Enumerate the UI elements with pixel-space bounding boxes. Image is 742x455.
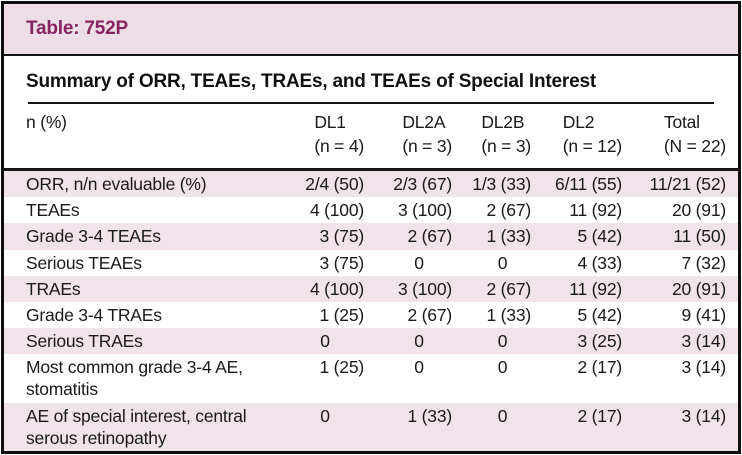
row-label-cell: TEAEs — [26, 200, 80, 221]
value-cell: 3 (100) — [397, 278, 452, 299]
value-cell: 0 — [497, 405, 508, 426]
value-cell: 20 (91) — [671, 200, 726, 221]
header-row: n (%) DL1 (n = 4) DL2A (n = 3) — [4, 104, 738, 171]
value-cell: 6/11 (55) — [555, 174, 622, 194]
value-cell: 5 (42) — [577, 304, 622, 325]
column-header-dl2: DL2 (n = 12) — [531, 104, 622, 171]
row-label-cell: AE of special interest, central serous r… — [26, 405, 247, 448]
cohort-n: (n = 3) — [402, 136, 452, 156]
value-cell: 5 (42) — [577, 226, 622, 247]
table-row-teaes: TEAEs 4 (100) 3 (100) 2 (67) 11 (92) 20 … — [4, 197, 738, 223]
value-cell: 0 — [497, 252, 508, 273]
value-cell: 2 (67) — [407, 226, 452, 247]
cohort-n: (n = 4) — [314, 136, 364, 156]
value-cell: 1 (25) — [319, 357, 364, 378]
table-tag-band: Table: 752P — [4, 4, 738, 56]
title-divider — [28, 102, 714, 104]
value-cell: 0 — [414, 331, 424, 352]
column-header-dl1-text: DL1 (n = 4) — [314, 110, 364, 158]
value-cell: 0 — [414, 252, 424, 273]
table-row-most-common-ae: Most common grade 3-4 AE, stomatitis 1 (… — [4, 354, 738, 402]
summary-table-wrap: n (%) DL1 (n = 4) DL2A (n = 3) — [4, 104, 738, 451]
value-cell: 3 (14) — [681, 405, 726, 426]
cohort-name: Total — [663, 112, 700, 132]
value-cell: 0 — [320, 331, 330, 352]
cohort-n: (n = 3) — [481, 136, 531, 156]
value-cell: 1 (33) — [486, 226, 531, 247]
cohort-name: DL2B — [481, 112, 525, 132]
table-row-grade34-traes: Grade 3-4 TRAEs 1 (25) 2 (67) 1 (33) 5 (… — [4, 302, 738, 328]
value-cell: 1 (33) — [486, 304, 531, 325]
value-cell: 4 (33) — [577, 252, 622, 273]
column-header-dl2b-text: DL2B (n = 3) — [481, 110, 531, 158]
table-row-orr: ORR, n/n evaluable (%) 2/4 (50) 2/3 (67)… — [4, 169, 738, 198]
value-cell: 3 (75) — [319, 252, 364, 273]
value-cell: 2 (67) — [486, 278, 531, 299]
table-row-ae-special-interest: AE of special interest, central serous r… — [4, 402, 738, 451]
table-title: Summary of ORR, TEAEs, TRAEs, and TEAEs … — [26, 71, 596, 92]
table-row-traes: TRAEs 4 (100) 3 (100) 2 (67) 11 (92) 20 … — [4, 275, 738, 302]
value-cell: 20 (91) — [671, 278, 726, 299]
value-cell: 2 (67) — [407, 304, 452, 325]
row-label-cell: Serious TRAEs — [26, 331, 143, 352]
value-cell: 3 (75) — [319, 226, 364, 247]
value-cell: 11 (92) — [569, 200, 622, 221]
cohort-name: DL1 — [314, 112, 346, 132]
value-cell: 0 — [497, 357, 508, 378]
value-cell: 2/4 (50) — [305, 174, 364, 194]
table-row-grade34-teaes: Grade 3-4 TEAEs 3 (75) 2 (67) 1 (33) 5 (… — [4, 223, 738, 250]
value-cell: 0 — [320, 405, 330, 426]
summary-table: n (%) DL1 (n = 4) DL2A (n = 3) — [4, 104, 738, 451]
value-cell: 11/21 (52) — [649, 174, 727, 194]
value-cell: 4 (100) — [309, 278, 364, 299]
column-header-dl2b: DL2B (n = 3) — [452, 104, 531, 171]
column-header-total: Total (N = 22) — [622, 104, 738, 171]
column-header-dl2a-text: DL2A (n = 3) — [402, 110, 452, 158]
column-header-metric: n (%) — [4, 104, 264, 171]
cohort-n: (N = 22) — [663, 136, 726, 156]
row-label-cell: Grade 3-4 TEAEs — [26, 226, 161, 247]
row-label-cell: ORR, n/n evaluable (%) — [26, 174, 207, 194]
row-label-cell: Most common grade 3-4 AE, stomatitis — [26, 357, 243, 400]
column-header-dl2-text: DL2 (n = 12) — [563, 110, 622, 158]
row-label-cell: Serious TEAEs — [26, 252, 142, 273]
value-cell: 3 (14) — [681, 357, 726, 378]
table-row-serious-traes: Serious TRAEs 0 0 0 3 (25) 3 (14) — [4, 328, 738, 355]
column-header-dl2a: DL2A (n = 3) — [364, 104, 452, 171]
value-cell: 7 (32) — [681, 252, 726, 273]
value-cell: 1 (33) — [407, 405, 452, 426]
value-cell: 3 (25) — [577, 331, 622, 352]
row-label-cell: Grade 3-4 TRAEs — [26, 304, 162, 325]
cohort-name: DL2 — [562, 112, 595, 132]
cohort-n: (n = 12) — [562, 136, 622, 156]
value-cell: 2 (17) — [577, 405, 622, 426]
value-cell: 2 (67) — [486, 200, 531, 221]
value-cell: 2/3 (67) — [393, 174, 452, 194]
value-cell: 3 (100) — [397, 200, 452, 221]
value-cell: 1/3 (33) — [472, 174, 531, 194]
value-cell: 4 (100) — [309, 200, 364, 221]
value-cell: 2 (17) — [577, 357, 622, 378]
value-cell: 0 — [414, 357, 424, 378]
table-number: Table: 752P — [26, 18, 128, 39]
row-label-cell: TRAEs — [26, 278, 81, 299]
column-header-total-text: Total (N = 22) — [664, 110, 726, 158]
value-cell: 9 (41) — [681, 304, 726, 325]
value-cell: 1 (25) — [319, 304, 364, 325]
value-cell: 3 (14) — [681, 331, 726, 352]
cohort-name: DL2A — [402, 112, 446, 132]
value-cell: 11 (92) — [569, 278, 622, 299]
column-header-dl1: DL1 (n = 4) — [264, 104, 364, 171]
value-cell: 0 — [497, 331, 508, 352]
table-row-serious-teaes: Serious TEAEs 3 (75) 0 0 4 (33) 7 (32) — [4, 250, 738, 276]
value-cell: 11 (50) — [673, 226, 726, 247]
